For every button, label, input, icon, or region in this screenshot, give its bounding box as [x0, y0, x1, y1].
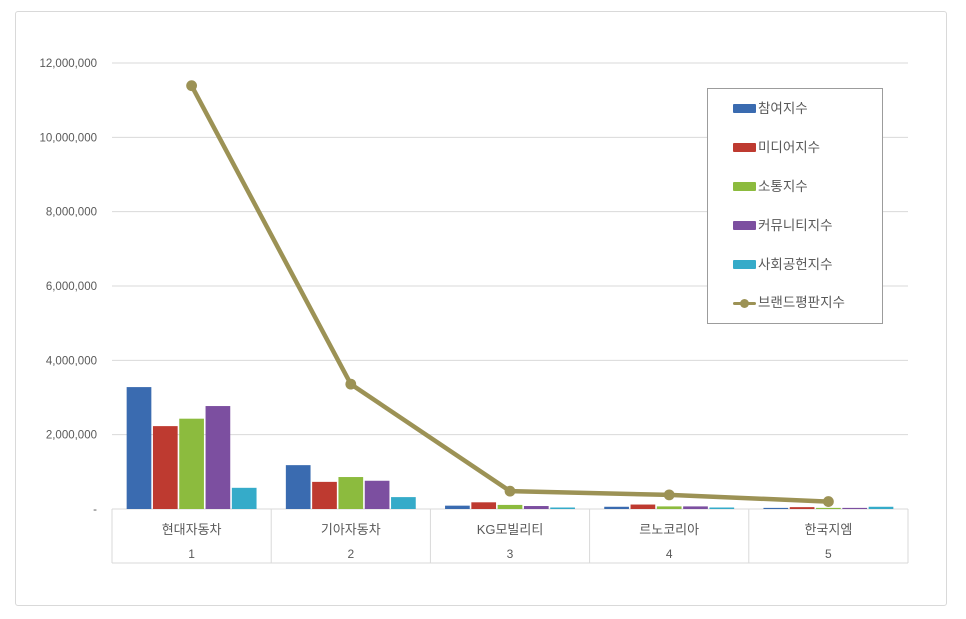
y-axis-label: 12,000,000 [39, 58, 97, 70]
category-label: 한국지엠 [804, 522, 852, 537]
legend-item-social-contribution-index: 사회공헌지수 [733, 258, 876, 272]
legend-swatch-participation-icon [733, 104, 756, 114]
line-marker [504, 485, 516, 497]
legend-label: 참여지수 [758, 101, 808, 116]
category-label: 기아자동차 [321, 522, 381, 537]
legend-item-media-index: 미디어지수 [733, 141, 876, 155]
line-marker [345, 378, 357, 390]
bar [763, 507, 789, 509]
bar [683, 506, 708, 509]
bar [868, 506, 894, 509]
bar [604, 506, 629, 509]
chart-frame: - 2,000,000 4,000,000 6,000,000 8,000,000 10,… [15, 11, 947, 606]
y-axis-label: 10,000,000 [39, 132, 97, 144]
bar [312, 481, 337, 509]
legend-swatch-communication-icon [733, 182, 756, 192]
category-label: 현대자동차 [162, 522, 222, 537]
rank-label: 4 [666, 547, 673, 561]
bar [789, 507, 815, 509]
bar [523, 506, 549, 509]
bar [285, 465, 311, 509]
legend-swatch-community-icon [733, 220, 756, 230]
rank-label: 1 [188, 547, 195, 561]
bar [656, 506, 682, 509]
y-axis-label: 4,000,000 [46, 355, 97, 367]
rank-label: 3 [507, 547, 514, 561]
bar [497, 504, 523, 509]
bar [179, 418, 204, 509]
y-axis-label: 8,000,000 [46, 207, 97, 219]
brand-reputation-chart: - 2,000,000 4,000,000 6,000,000 8,000,000 10,… [39, 58, 909, 564]
legend-item-communication-index: 소통지수 [733, 180, 876, 194]
rank-label: 2 [347, 547, 354, 561]
legend-label: 커뮤니티지수 [758, 217, 833, 233]
bar [445, 505, 470, 509]
bar [338, 477, 364, 509]
rank-label: 5 [825, 547, 832, 561]
legend-label: 미디어지수 [758, 139, 821, 155]
bar [205, 406, 231, 509]
bar [126, 387, 152, 509]
legend-label: 소통지수 [758, 178, 808, 194]
legend-line-marker-icon [733, 298, 756, 309]
bar [816, 507, 841, 509]
line-marker [186, 80, 198, 92]
bar [471, 502, 497, 509]
category-label: KG모빌리티 [477, 522, 544, 537]
bar [152, 426, 178, 509]
bar [842, 507, 868, 509]
y-axis-label: 2,000,000 [46, 430, 97, 442]
bar [364, 480, 390, 509]
legend-box: 참여지수 미디어지수 소통지수 커뮤니티지수 사회공헌지수 브랜드평판지수 [707, 88, 883, 324]
y-axis-label: 6,000,000 [46, 281, 97, 293]
legend-label: 브랜드평판지수 [758, 295, 845, 311]
category-label: 르노코리아 [639, 522, 699, 537]
legend-item-community-index: 커뮤니티지수 [733, 219, 876, 233]
legend-label: 사회공헌지수 [758, 256, 833, 272]
line-marker [823, 496, 834, 507]
legend-swatch-media-icon [733, 143, 756, 153]
legend-swatch-social-contribution-icon [733, 259, 756, 269]
bar [391, 497, 416, 509]
legend-item-participation-index: 참여지수 [733, 102, 876, 116]
line-marker [663, 489, 675, 501]
bar [550, 507, 575, 509]
legend-item-brand-reputation-index: 브랜드평판지수 [733, 296, 876, 310]
bar [709, 507, 735, 509]
y-axis-label: - [93, 504, 97, 516]
bar [630, 504, 656, 509]
bar [231, 487, 257, 509]
